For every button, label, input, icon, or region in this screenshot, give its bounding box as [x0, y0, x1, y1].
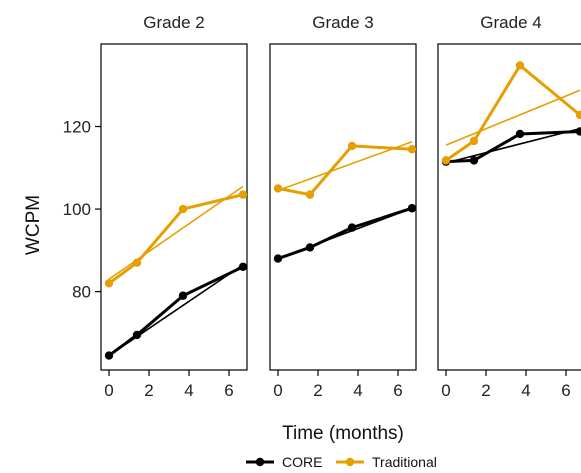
panel-frame — [100, 43, 248, 371]
data-point-core — [347, 223, 357, 232]
x-tick-label: 0 — [104, 381, 113, 400]
x-tick-label: 4 — [184, 381, 193, 400]
panel-plot-area — [441, 61, 581, 166]
data-point-traditional — [347, 141, 357, 151]
data-point-traditional — [575, 110, 581, 120]
y-axis: 80 100 120 — [63, 118, 101, 302]
trend-line-traditional — [108, 185, 244, 280]
data-point-core — [305, 243, 315, 252]
panel-plot-area — [104, 185, 247, 360]
legend: CORE Traditional — [246, 454, 437, 470]
legend-label: Traditional — [372, 454, 437, 470]
data-point-traditional — [305, 190, 315, 199]
legend-entry-traditional: Traditional — [336, 454, 437, 470]
x-tick-label: 4 — [521, 381, 530, 400]
data-point-traditional — [407, 145, 416, 154]
data-point-traditional — [132, 258, 142, 267]
x-tick-label: 6 — [561, 381, 570, 400]
panel-title: Grade 2 — [143, 13, 204, 32]
x-tick-label: 2 — [144, 381, 153, 400]
series-line-traditional — [108, 193, 244, 285]
panel-title: Grade 3 — [312, 13, 373, 32]
y-tick-label: 80 — [72, 283, 91, 302]
panel-title: Grade 4 — [480, 13, 541, 32]
trend-line-core — [445, 127, 581, 164]
data-point-traditional — [441, 156, 451, 165]
data-point-core — [104, 351, 114, 360]
data-point-traditional — [104, 279, 114, 288]
x-tick-label: 0 — [273, 381, 282, 400]
data-point-core — [469, 156, 479, 165]
series-line-core — [277, 206, 413, 260]
trend-line-traditional — [445, 89, 581, 146]
x-tick-label: 0 — [441, 381, 450, 400]
x-tick-label: 2 — [481, 381, 490, 400]
legend-label: CORE — [282, 454, 322, 470]
x-tick-label: 4 — [353, 381, 362, 400]
trend-line-traditional — [277, 141, 413, 192]
y-tick-label: 100 — [63, 200, 91, 219]
x-tick-label: 6 — [224, 381, 233, 400]
panel-1: Grade 2 0 2 4 6 — [100, 13, 248, 400]
data-point-traditional — [515, 61, 525, 70]
x-axis-title: Time (months) — [282, 423, 404, 444]
data-point-core — [407, 204, 416, 213]
legend-entry-core: CORE — [246, 454, 322, 470]
legend-marker — [255, 457, 265, 467]
data-point-core — [515, 129, 525, 139]
x-tick-label: 2 — [313, 381, 322, 400]
series-line-core — [445, 129, 581, 164]
series-line-core — [108, 265, 244, 357]
legend-marker — [345, 457, 355, 467]
panel-2: Grade 3 0 2 4 6 — [269, 13, 417, 400]
y-axis-title: WCPM — [23, 195, 44, 255]
x-tick-label: 6 — [393, 381, 402, 400]
panel-frame — [437, 43, 581, 371]
data-point-traditional — [178, 204, 188, 214]
panel-frame — [269, 43, 417, 371]
data-point-core — [238, 262, 247, 272]
data-point-core — [273, 254, 283, 263]
data-point-traditional — [273, 184, 283, 193]
data-point-core — [575, 127, 581, 136]
data-point-traditional — [469, 136, 479, 146]
panel-plot-area — [273, 141, 416, 263]
data-point-core — [178, 291, 188, 300]
data-point-traditional — [238, 190, 247, 199]
panel-3: Grade 4 0 2 4 6 — [437, 13, 581, 400]
series-line-traditional — [277, 144, 413, 197]
data-point-core — [132, 330, 142, 340]
chart-panels: Grade 2 0 2 4 6 Grade 3 0 2 4 6 Grade 4 0 2 4 6 — [100, 13, 581, 400]
y-tick-label: 120 — [63, 118, 91, 137]
series-line-traditional — [445, 63, 581, 162]
